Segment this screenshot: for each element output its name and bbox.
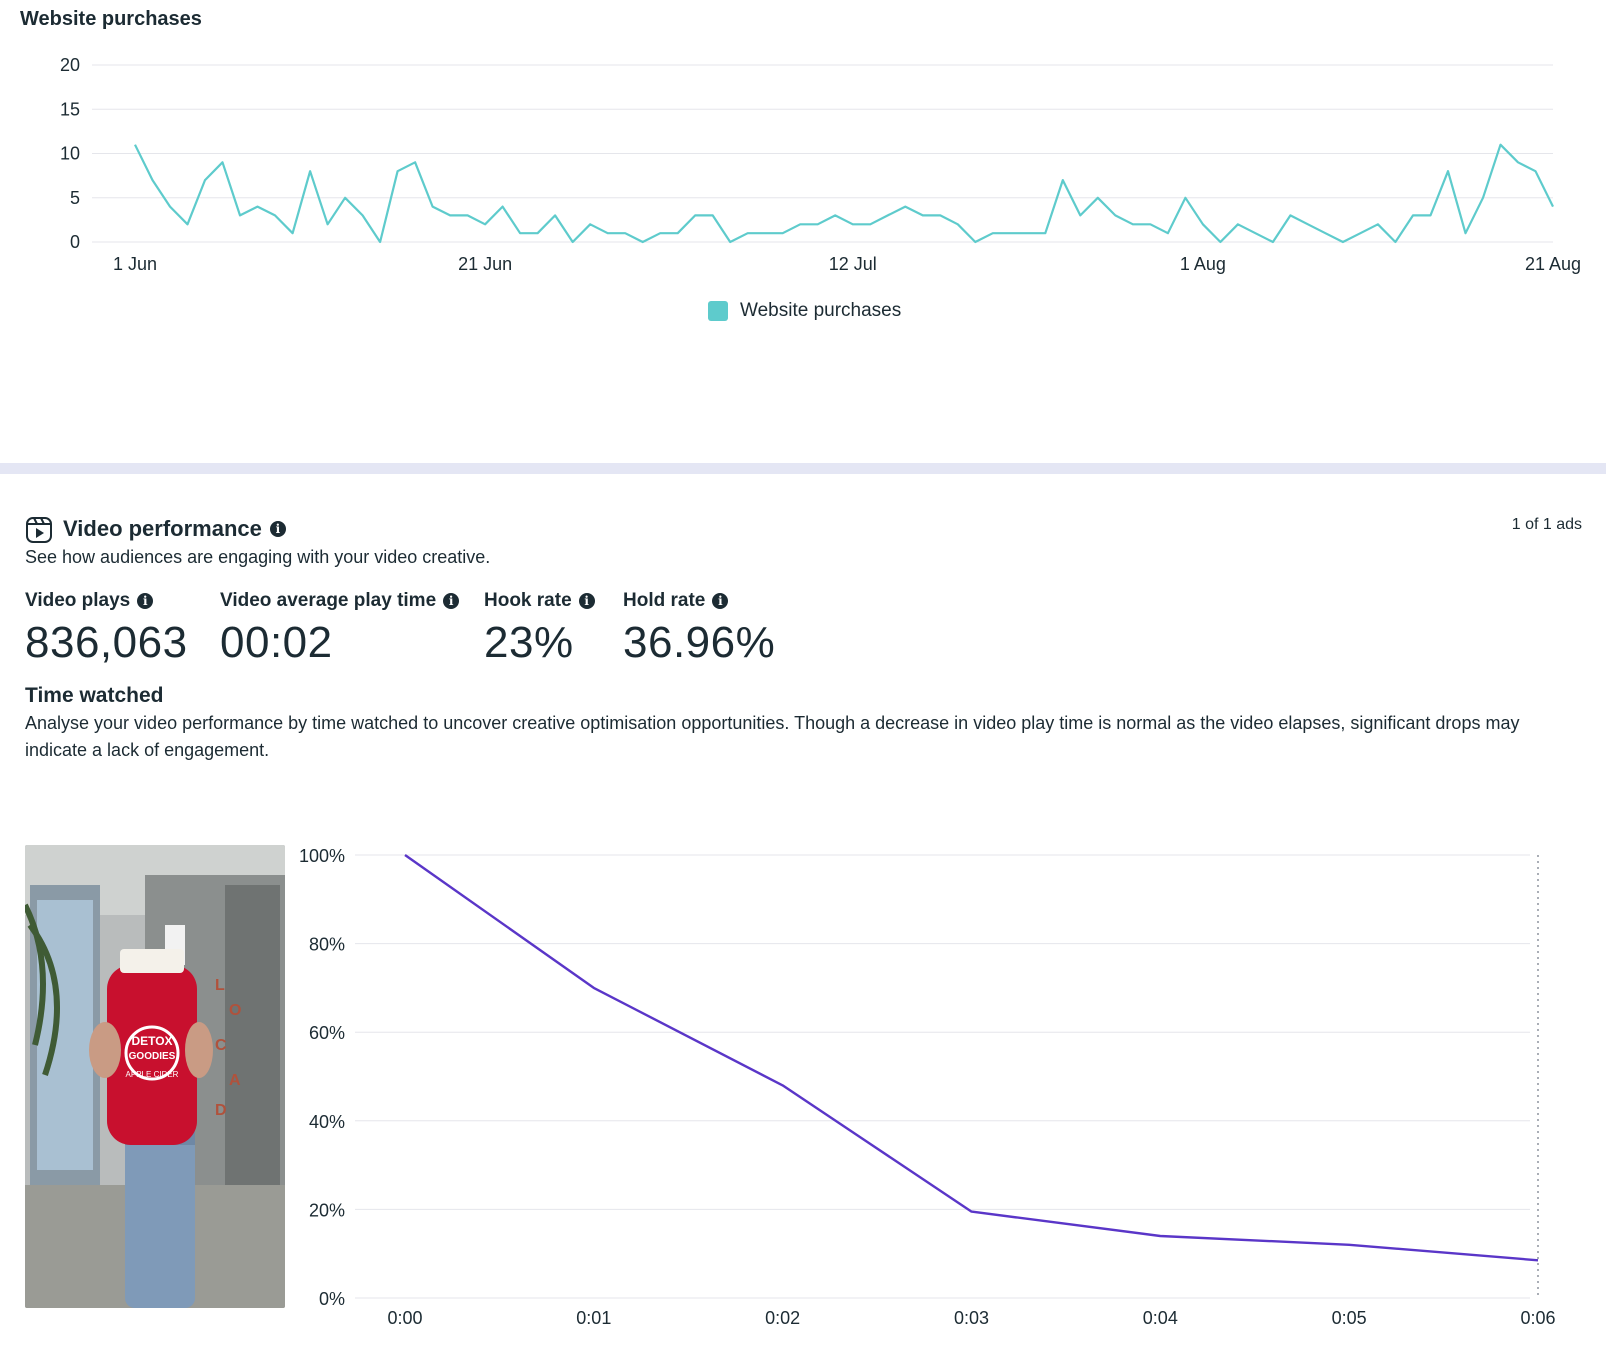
y-tick-label: 40%: [309, 1112, 345, 1132]
x-tick-label: 0:01: [576, 1308, 611, 1328]
svg-text:O: O: [229, 1002, 241, 1019]
metric-value: 00:02: [220, 618, 333, 667]
info-icon[interactable]: i: [269, 521, 286, 537]
metric-hook-rate: Hook rate i 23%: [484, 590, 595, 668]
x-tick-label: 21 Aug: [1525, 254, 1581, 274]
time-watched-title: Time watched: [25, 684, 164, 707]
legend-swatch: [708, 301, 728, 321]
y-tick-label: 60%: [309, 1023, 345, 1043]
metric-value: 836,063: [25, 618, 188, 667]
metric-video-plays: Video plays i 836,063: [25, 590, 188, 668]
website-purchases-chart: 0 5 10 15 20 1 Jun 21 Jun 12 Jul 1 Aug 21 Aug: [60, 55, 1581, 274]
video-thumbnail[interactable]: DETOX GOODIES APPLE CIDER L O C A D: [25, 845, 285, 1308]
x-tick-label: 0:02: [765, 1308, 800, 1328]
series-line-retention: [404, 854, 1539, 1262]
video-performance-subtitle: See how audiences are engaging with your…: [25, 547, 491, 567]
x-tick-label: 1 Jun: [113, 254, 157, 274]
time-watched-chart: 0% 20% 40% 60% 80% 100% 0:00 0:01 0:02 0:03 0:04 0:…: [299, 846, 1556, 1328]
x-tick-label: 0:06: [1520, 1308, 1555, 1328]
y-tick-label: 5: [70, 188, 80, 208]
info-icon[interactable]: i: [578, 593, 595, 609]
video-play-icon: [26, 517, 52, 543]
y-tick-label: 80%: [309, 935, 345, 955]
x-tick-label: 0:03: [954, 1308, 989, 1328]
y-tick-label: 0: [70, 232, 80, 252]
y-tick-label: 20%: [309, 1200, 345, 1220]
metric-value: 23%: [484, 618, 574, 667]
x-tick-label: 12 Jul: [829, 254, 877, 274]
section-divider: [0, 463, 1606, 474]
metric-value: 36.96%: [623, 618, 776, 667]
svg-text:C: C: [215, 1037, 227, 1054]
x-tick-label: 1 Aug: [1180, 254, 1226, 274]
svg-text:A: A: [229, 1072, 241, 1089]
y-tick-label: 10: [60, 144, 80, 164]
y-tick-label: 0%: [319, 1289, 345, 1309]
svg-text:L: L: [215, 977, 225, 994]
x-tick-label: 0:04: [1143, 1308, 1178, 1328]
svg-text:DETOX: DETOX: [131, 1034, 172, 1048]
svg-text:GOODIES: GOODIES: [129, 1051, 176, 1062]
y-tick-label: 15: [60, 99, 80, 119]
ads-count: 1 of 1 ads: [1511, 516, 1582, 533]
metric-average-play-time: Video average play time i 00:02: [220, 590, 460, 668]
x-tick-label: 21 Jun: [458, 254, 512, 274]
video-performance-title: Video performance i: [63, 516, 286, 542]
info-icon[interactable]: i: [137, 593, 154, 609]
metric-label: Video average play time: [220, 590, 437, 611]
metric-label: Hold rate: [623, 590, 706, 611]
metric-label: Hook rate: [484, 590, 572, 611]
metric-label: Video plays: [25, 590, 131, 611]
website-purchases-title: Website purchases: [20, 8, 202, 30]
y-tick-label: 100%: [299, 846, 345, 866]
video-performance-label: Video performance: [63, 516, 262, 541]
y-tick-label: 20: [60, 55, 80, 75]
metric-hold-rate: Hold rate i 36.96%: [623, 590, 775, 668]
svg-text:APPLE CIDER: APPLE CIDER: [126, 1070, 179, 1079]
series-line-website-purchases: [134, 143, 1554, 244]
svg-text:D: D: [215, 1102, 227, 1119]
info-icon[interactable]: i: [712, 593, 729, 609]
x-tick-label: 0:05: [1332, 1308, 1367, 1328]
purchases-legend[interactable]: Website purchases: [708, 300, 901, 322]
time-watched-description: Analyse your video performance by time w…: [25, 713, 1520, 760]
x-tick-label: 0:00: [387, 1308, 422, 1328]
info-icon[interactable]: i: [443, 593, 460, 609]
legend-label: Website purchases: [740, 300, 902, 321]
